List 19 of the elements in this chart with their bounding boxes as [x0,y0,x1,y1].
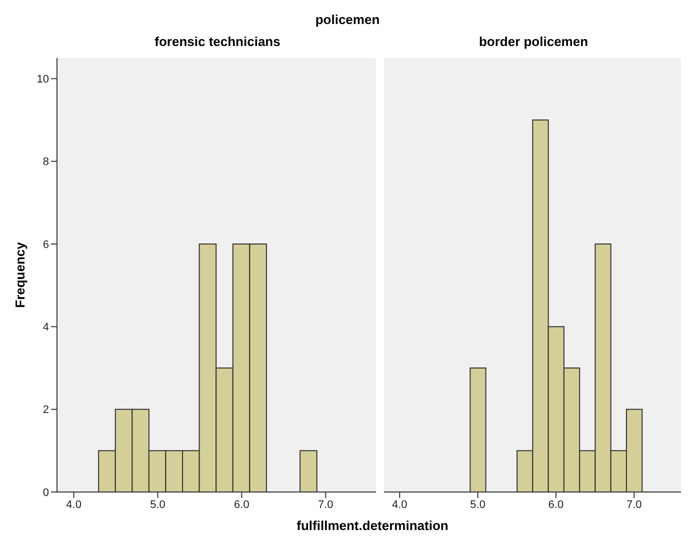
x-axis-title: fulfillment.determination [296,518,450,533]
y-tick-label: 0 [42,486,49,499]
chart-title: policemen [314,11,381,29]
x-tick-label: 5.0 [470,498,486,511]
x-tick-label: 5.0 [150,498,166,511]
x-tick-label: 6.0 [548,498,564,511]
x-tick-label: 4.0 [392,498,408,511]
y-tick-label: 10 [36,74,49,86]
x-tick-label: 7.0 [318,498,334,511]
x-tick-label: 4.0 [66,498,82,511]
y-tick-label: 2 [42,404,49,416]
x-tick-label: 6.0 [234,498,250,511]
y-tick-label: 8 [42,156,49,168]
chart-subtitle: border policemen [478,34,590,51]
chart-subtitle: forensic technicians [154,34,282,51]
x-tick-label: 7.0 [626,498,642,511]
y-tick-label: 4 [42,322,49,334]
y-tick-label: 6 [42,238,49,251]
y-axis-title: Frequency [12,241,28,308]
